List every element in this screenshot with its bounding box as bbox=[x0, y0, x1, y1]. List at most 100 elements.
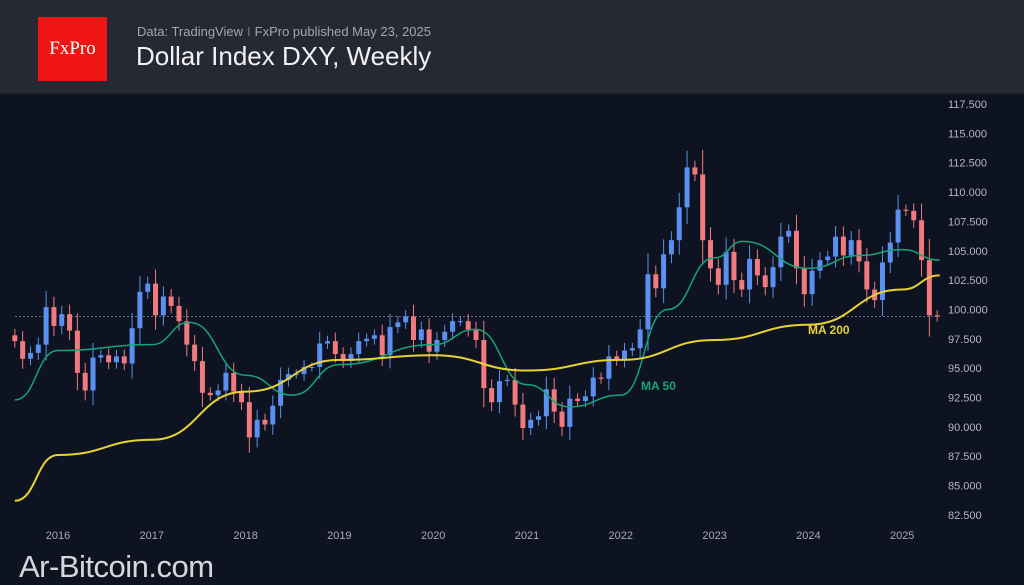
candle-body bbox=[12, 335, 18, 342]
y-tick-label: 102.500 bbox=[948, 275, 988, 287]
candle-body bbox=[926, 260, 932, 316]
x-tick-label: 2023 bbox=[702, 530, 726, 542]
candle-body bbox=[793, 230, 799, 269]
candle-body bbox=[747, 258, 753, 290]
y-tick-label: 100.000 bbox=[948, 304, 988, 316]
candle-body bbox=[434, 339, 440, 352]
candle-body bbox=[67, 314, 73, 331]
candle-body bbox=[106, 355, 112, 363]
candle-body bbox=[543, 389, 549, 417]
candle-body bbox=[582, 396, 588, 402]
candle-body bbox=[270, 405, 276, 425]
candle-body bbox=[160, 296, 166, 316]
ma50-label: MA 50 bbox=[641, 379, 676, 393]
x-tick-label: 2024 bbox=[796, 530, 820, 542]
candle-body bbox=[801, 268, 807, 295]
candle-body bbox=[184, 321, 190, 345]
candle-body bbox=[340, 354, 346, 362]
y-tick-label: 110.000 bbox=[948, 187, 987, 199]
candle-body bbox=[614, 356, 620, 360]
candle-body bbox=[637, 329, 643, 349]
chart-title: Dollar Index DXY, Weekly bbox=[136, 41, 432, 71]
candle-body bbox=[778, 236, 784, 268]
candle-body bbox=[739, 280, 745, 290]
y-tick-label: 105.000 bbox=[948, 246, 988, 258]
candle-body bbox=[903, 209, 909, 211]
separator: I bbox=[247, 24, 251, 39]
ma200-label: MA 200 bbox=[808, 323, 850, 337]
candle-body bbox=[567, 398, 573, 427]
candle-body bbox=[786, 230, 792, 237]
candle-body bbox=[192, 344, 198, 362]
candle-body bbox=[145, 283, 151, 292]
y-tick-label: 95.000 bbox=[948, 363, 982, 375]
candle-body bbox=[473, 329, 479, 340]
candle-body bbox=[418, 329, 424, 340]
y-tick-label: 107.500 bbox=[948, 216, 988, 228]
candle-body bbox=[371, 335, 377, 339]
candle-body bbox=[59, 314, 65, 326]
candle-body bbox=[207, 392, 213, 396]
candle-body bbox=[82, 372, 88, 391]
x-tick-label: 2022 bbox=[609, 530, 633, 542]
candle-body bbox=[199, 361, 205, 393]
x-tick-label: 2021 bbox=[515, 530, 539, 542]
x-tick-label: 2020 bbox=[421, 530, 445, 542]
subtitle: Data: TradingView I FxPro published May 23… bbox=[137, 24, 431, 39]
candle-body bbox=[700, 174, 706, 241]
candle-body bbox=[645, 274, 651, 330]
data-source: Data: TradingView bbox=[137, 24, 243, 39]
candle-body bbox=[231, 372, 237, 392]
candle-body bbox=[442, 331, 448, 340]
candle-body bbox=[301, 366, 307, 375]
ma200-line bbox=[14, 274, 940, 502]
candle-body bbox=[285, 374, 291, 380]
y-tick-label: 92.500 bbox=[948, 393, 982, 405]
y-tick-label: 82.500 bbox=[948, 510, 982, 522]
candle-body bbox=[598, 377, 604, 379]
candle-body bbox=[528, 419, 534, 429]
candle-body bbox=[809, 270, 815, 295]
candle-body bbox=[465, 321, 471, 330]
candle-body bbox=[379, 335, 385, 356]
candle-body bbox=[98, 355, 104, 358]
chart-header: FxPro Data: TradingView I FxPro published … bbox=[0, 0, 1024, 95]
candle-body bbox=[239, 391, 245, 403]
candle-body bbox=[762, 275, 768, 288]
candle-body bbox=[911, 210, 917, 221]
candle-body bbox=[496, 381, 502, 403]
candle-body bbox=[708, 240, 714, 269]
candle-body bbox=[254, 419, 260, 438]
candle-body bbox=[325, 341, 331, 344]
candle-body bbox=[754, 258, 760, 276]
candle-body bbox=[622, 350, 628, 360]
published-date: FxPro published May 23, 2025 bbox=[254, 24, 431, 39]
candle-body bbox=[309, 366, 315, 368]
watermark: Ar-Bitcoin.com bbox=[19, 549, 214, 584]
candle-body bbox=[317, 343, 323, 367]
y-tick-label: 115.000 bbox=[948, 128, 987, 140]
x-tick-label: 2016 bbox=[46, 530, 70, 542]
y-tick-label: 112.500 bbox=[948, 158, 987, 170]
candle-body bbox=[504, 379, 510, 382]
candle-body bbox=[43, 307, 49, 345]
fxpro-logo: FxPro bbox=[38, 17, 107, 81]
candle-body bbox=[121, 356, 127, 364]
candle-body bbox=[387, 327, 393, 356]
candle-body bbox=[137, 291, 143, 329]
candle-body bbox=[934, 315, 940, 317]
candle-body bbox=[653, 274, 659, 289]
x-tick-label: 2025 bbox=[890, 530, 914, 542]
candle-body bbox=[512, 379, 518, 405]
y-tick-label: 117.500 bbox=[948, 99, 987, 111]
candle-body bbox=[536, 416, 542, 420]
ma50-line bbox=[14, 240, 940, 408]
candle-body bbox=[457, 321, 463, 323]
candle-body bbox=[848, 240, 854, 256]
candle-body bbox=[262, 419, 268, 425]
candle-body bbox=[864, 261, 870, 290]
candle-body bbox=[887, 242, 893, 263]
candle-body bbox=[35, 344, 41, 353]
candle-body bbox=[410, 316, 416, 340]
candle-body bbox=[90, 357, 96, 391]
